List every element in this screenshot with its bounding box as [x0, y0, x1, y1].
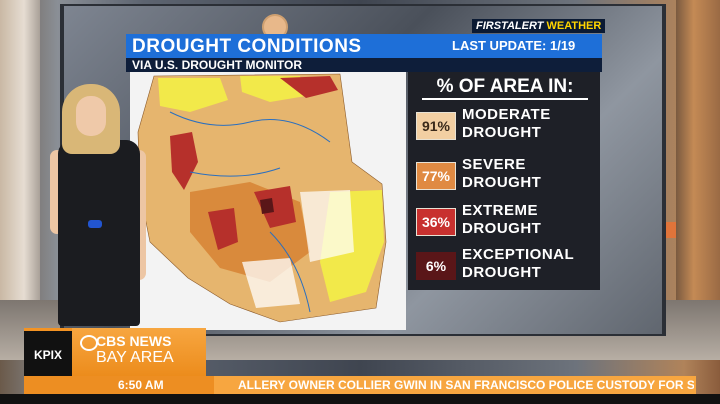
category-label: EXCEPTIONAL DROUGHT [462, 246, 575, 281]
category-badge: 77% [416, 162, 456, 190]
ticker-text: ALLERY OWNER COLLIER GWIN IN SAN FRANCIS… [238, 378, 694, 392]
drought-map [130, 72, 406, 330]
extreme-drought-area-oregon [170, 132, 198, 190]
extreme-drought-area-nevada [208, 208, 238, 250]
rivers [169, 111, 331, 313]
meteorologist-face [76, 96, 106, 136]
no-drought-area-arizona [242, 258, 300, 308]
no-drought-area-colorado [300, 190, 354, 262]
last-update: LAST UPDATE: 1/19 [452, 38, 576, 53]
category-label: EXTREME DROUGHT [462, 202, 542, 237]
category-label: SEVERE DROUGHT [462, 156, 542, 191]
category-label: MODERATE DROUGHT [462, 106, 551, 141]
studio-pillar-left [0, 0, 40, 330]
graphic-subtitle: VIA U.S. DROUGHT MONITOR [132, 58, 303, 72]
ticker-time: 6:50 AM [24, 376, 214, 394]
category-row-exceptional: 6% EXCEPTIONAL DROUGHT [416, 246, 596, 286]
category-badge: 6% [416, 252, 456, 280]
station-badge: KPIX [24, 328, 72, 379]
presentation-clicker [88, 220, 102, 228]
title-bar [126, 34, 602, 58]
network-region: BAY AREA [96, 349, 174, 366]
exceptional-drought-area [260, 198, 274, 214]
category-row-severe: 77% SEVERE DROUGHT [416, 156, 596, 196]
abnormally-dry-area-nw [158, 78, 228, 112]
first-alert-weather-brand: FIRSTALERT WEATHER [472, 19, 606, 33]
bottom-strip [0, 394, 720, 404]
network-name: CBS NEWS [96, 333, 172, 349]
category-badge: 36% [416, 208, 456, 236]
category-badge: 91% [416, 112, 456, 140]
extreme-drought-area-utah [254, 186, 296, 228]
category-row-moderate: 91% MODERATE DROUGHT [416, 106, 596, 146]
brand-alert: ALERT [506, 20, 544, 32]
cbs-eye-icon [80, 335, 98, 351]
subtitle-bar [126, 58, 602, 72]
brand-first: FIRST [476, 20, 507, 32]
panel-heading: % OF AREA IN: [422, 76, 588, 100]
meteorologist-dress [58, 140, 140, 326]
brand-weather: WEATHER [546, 20, 602, 32]
extreme-drought-area-montana [280, 76, 338, 98]
category-row-extreme: 36% EXTREME DROUGHT [416, 202, 596, 242]
studio-pillar-right [676, 0, 720, 330]
graphic-title: DROUGHT CONDITIONS [132, 36, 362, 57]
